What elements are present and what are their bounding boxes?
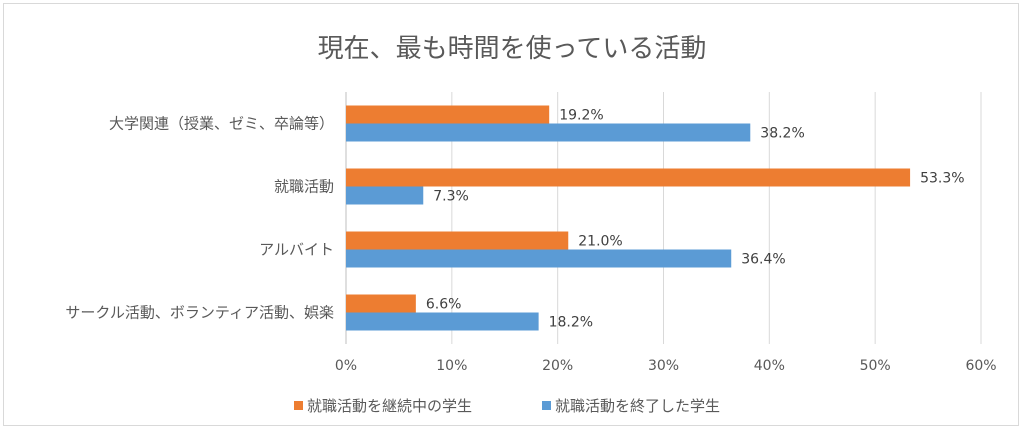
category-label: 就職活動 — [274, 178, 334, 196]
category-label: サークル活動、ボランティア活動、娯楽 — [65, 304, 334, 322]
data-label: 19.2% — [559, 108, 603, 124]
legend: 就職活動を継続中の学生 就職活動を終了した学生 — [294, 397, 720, 415]
data-label: 18.2% — [549, 315, 593, 331]
data-label: 53.3% — [920, 171, 964, 187]
legend-swatch — [542, 401, 551, 410]
x-tick-label: 50% — [860, 358, 891, 374]
bar — [346, 105, 550, 124]
category-label: アルバイト — [259, 241, 334, 259]
data-label: 38.2% — [760, 126, 804, 142]
data-label: 7.3% — [433, 189, 469, 205]
category-label: 大学関連（授業、ゼミ、卒論等） — [109, 115, 334, 133]
x-tick-label: 0% — [335, 358, 357, 374]
x-tick-label: 40% — [754, 358, 785, 374]
legend-label: 就職活動を継続中の学生 — [307, 397, 472, 415]
chart-frame: 現在、最も時間を使っている活動 19.2% 38.2% 53.3% 7.3% 21.0%… — [3, 3, 1019, 426]
data-label: 36.4% — [741, 252, 785, 268]
bars — [346, 105, 911, 331]
data-label: 21.0% — [578, 234, 622, 250]
bar — [346, 168, 911, 187]
bar — [346, 123, 751, 142]
bar — [346, 186, 424, 205]
chart-title: 現在、最も時間を使っている活動 — [318, 34, 707, 64]
category-labels: 大学関連（授業、ゼミ、卒論等） 就職活動アルバイトサークル活動、ボランティア活動、… — [65, 115, 334, 322]
bar — [346, 231, 569, 250]
bar — [346, 249, 732, 268]
x-tick-labels: 0% 10% 20% 30% 40% 50% 60% — [335, 358, 997, 374]
x-tick-label: 30% — [648, 358, 679, 374]
bar — [346, 294, 416, 313]
x-tick-label: 60% — [965, 358, 996, 374]
data-labels: 19.2% 38.2% 53.3% 7.3% 21.0% 36.4% 6.6% 18.2% — [426, 108, 965, 331]
x-tick-label: 20% — [542, 358, 573, 374]
legend-swatch — [294, 401, 303, 410]
bar-chart: 現在、最も時間を使っている活動 19.2% 38.2% 53.3% 7.3% 21.0%… — [65, 34, 997, 415]
data-label: 6.6% — [426, 297, 462, 313]
legend-label: 就職活動を終了した学生 — [555, 397, 720, 415]
x-tick-label: 10% — [436, 358, 467, 374]
bar — [346, 312, 539, 331]
